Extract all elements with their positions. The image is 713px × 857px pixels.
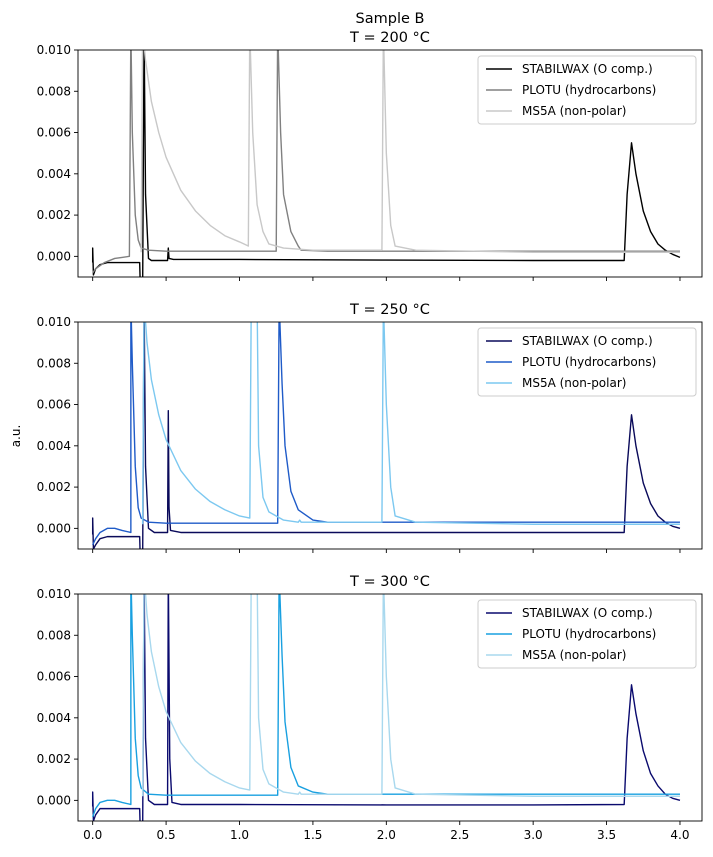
y-axis-label: a.u. — [9, 425, 23, 448]
chart-panel-2: T = 250 °C 0.000 0.002 0.004 0.006 0.008 0.010… — [37, 302, 703, 553]
x-tick-label: 1.5 — [303, 828, 322, 842]
x-tick-label: 1.0 — [230, 828, 249, 842]
legend-label: STABILWAX (O comp.) — [522, 334, 653, 348]
y-tick-label: 0.006 — [37, 126, 71, 140]
panel-title: T = 200 °C — [349, 30, 430, 46]
series-line-3 — [141, 594, 680, 797]
suptitle: Sample B — [356, 11, 425, 27]
legend-label: PLOTU (hydrocarbons) — [522, 355, 656, 369]
legend-label: PLOTU (hydrocarbons) — [522, 83, 656, 97]
series-line-3 — [141, 322, 680, 525]
y-tick-label: 0.010 — [37, 315, 71, 329]
x-tick-label: 0.5 — [157, 828, 176, 842]
y-tick-label: 0.004 — [37, 439, 71, 453]
legend-box — [477, 599, 697, 669]
legend-label: STABILWAX (O comp.) — [522, 62, 653, 76]
series-line-2 — [92, 594, 680, 818]
legend: STABILWAX (O comp.) PLOTU (hydrocarbons) M… — [477, 55, 697, 125]
y-tick-label: 0.004 — [37, 167, 71, 181]
y-tick-label: 0.010 — [37, 43, 71, 57]
y-tick-label: 0.008 — [37, 356, 71, 370]
panels: T = 200 °C 0.000 0.002 0.004 0.006 0.008 0.010… — [37, 30, 703, 842]
y-tick-label: 0.000 — [37, 521, 71, 535]
y-tick-label: 0.002 — [37, 208, 71, 222]
panel-title: T = 250 °C — [349, 302, 430, 318]
y-tick-label: 0.004 — [37, 711, 71, 725]
legend-label: PLOTU (hydrocarbons) — [522, 627, 656, 641]
legend-label: MS5A (non-polar) — [522, 376, 626, 390]
chart-panel-3: T = 300 °C 0.000 0.002 0.004 0.006 0.008 0.010… — [37, 574, 703, 842]
x-tick-label: 4.0 — [670, 828, 689, 842]
y-tick-label: 0.006 — [37, 670, 71, 684]
series-line-1 — [91, 594, 681, 821]
y-tick-label: 0.008 — [37, 628, 71, 642]
x-tick-label: 2.0 — [377, 828, 396, 842]
legend-label: MS5A (non-polar) — [522, 104, 626, 118]
axes-frame — [77, 593, 703, 822]
y-tick-label: 0.002 — [37, 480, 71, 494]
series-line-1 — [91, 322, 681, 549]
x-tick-label: 3.5 — [597, 828, 616, 842]
chart-panel-1: T = 200 °C 0.000 0.002 0.004 0.006 0.008 0.010… — [37, 30, 703, 281]
x-tick-label: 0.0 — [83, 828, 102, 842]
series-line-3 — [140, 50, 680, 253]
axes-frame — [77, 49, 703, 278]
x-tick-label: 3.0 — [524, 828, 543, 842]
y-tick-label: 0.008 — [37, 84, 71, 98]
y-tick-label: 0.000 — [37, 793, 71, 807]
legend: STABILWAX (O comp.) PLOTU (hydrocarbons) M… — [477, 327, 697, 397]
y-tick-label: 0.010 — [37, 587, 71, 601]
legend-box — [477, 55, 697, 125]
legend: STABILWAX (O comp.) PLOTU (hydrocarbons) M… — [477, 599, 697, 669]
y-tick-label: 0.000 — [37, 249, 71, 263]
legend-label: MS5A (non-polar) — [522, 648, 626, 662]
axes-frame — [77, 321, 703, 550]
series-line-2 — [92, 322, 680, 546]
y-tick-label: 0.002 — [37, 752, 71, 766]
legend-label: STABILWAX (O comp.) — [522, 606, 653, 620]
x-tick-label: 2.5 — [450, 828, 469, 842]
series-line-1 — [91, 50, 681, 277]
panel-title: T = 300 °C — [349, 574, 430, 590]
y-tick-label: 0.006 — [37, 398, 71, 412]
legend-box — [477, 327, 697, 397]
